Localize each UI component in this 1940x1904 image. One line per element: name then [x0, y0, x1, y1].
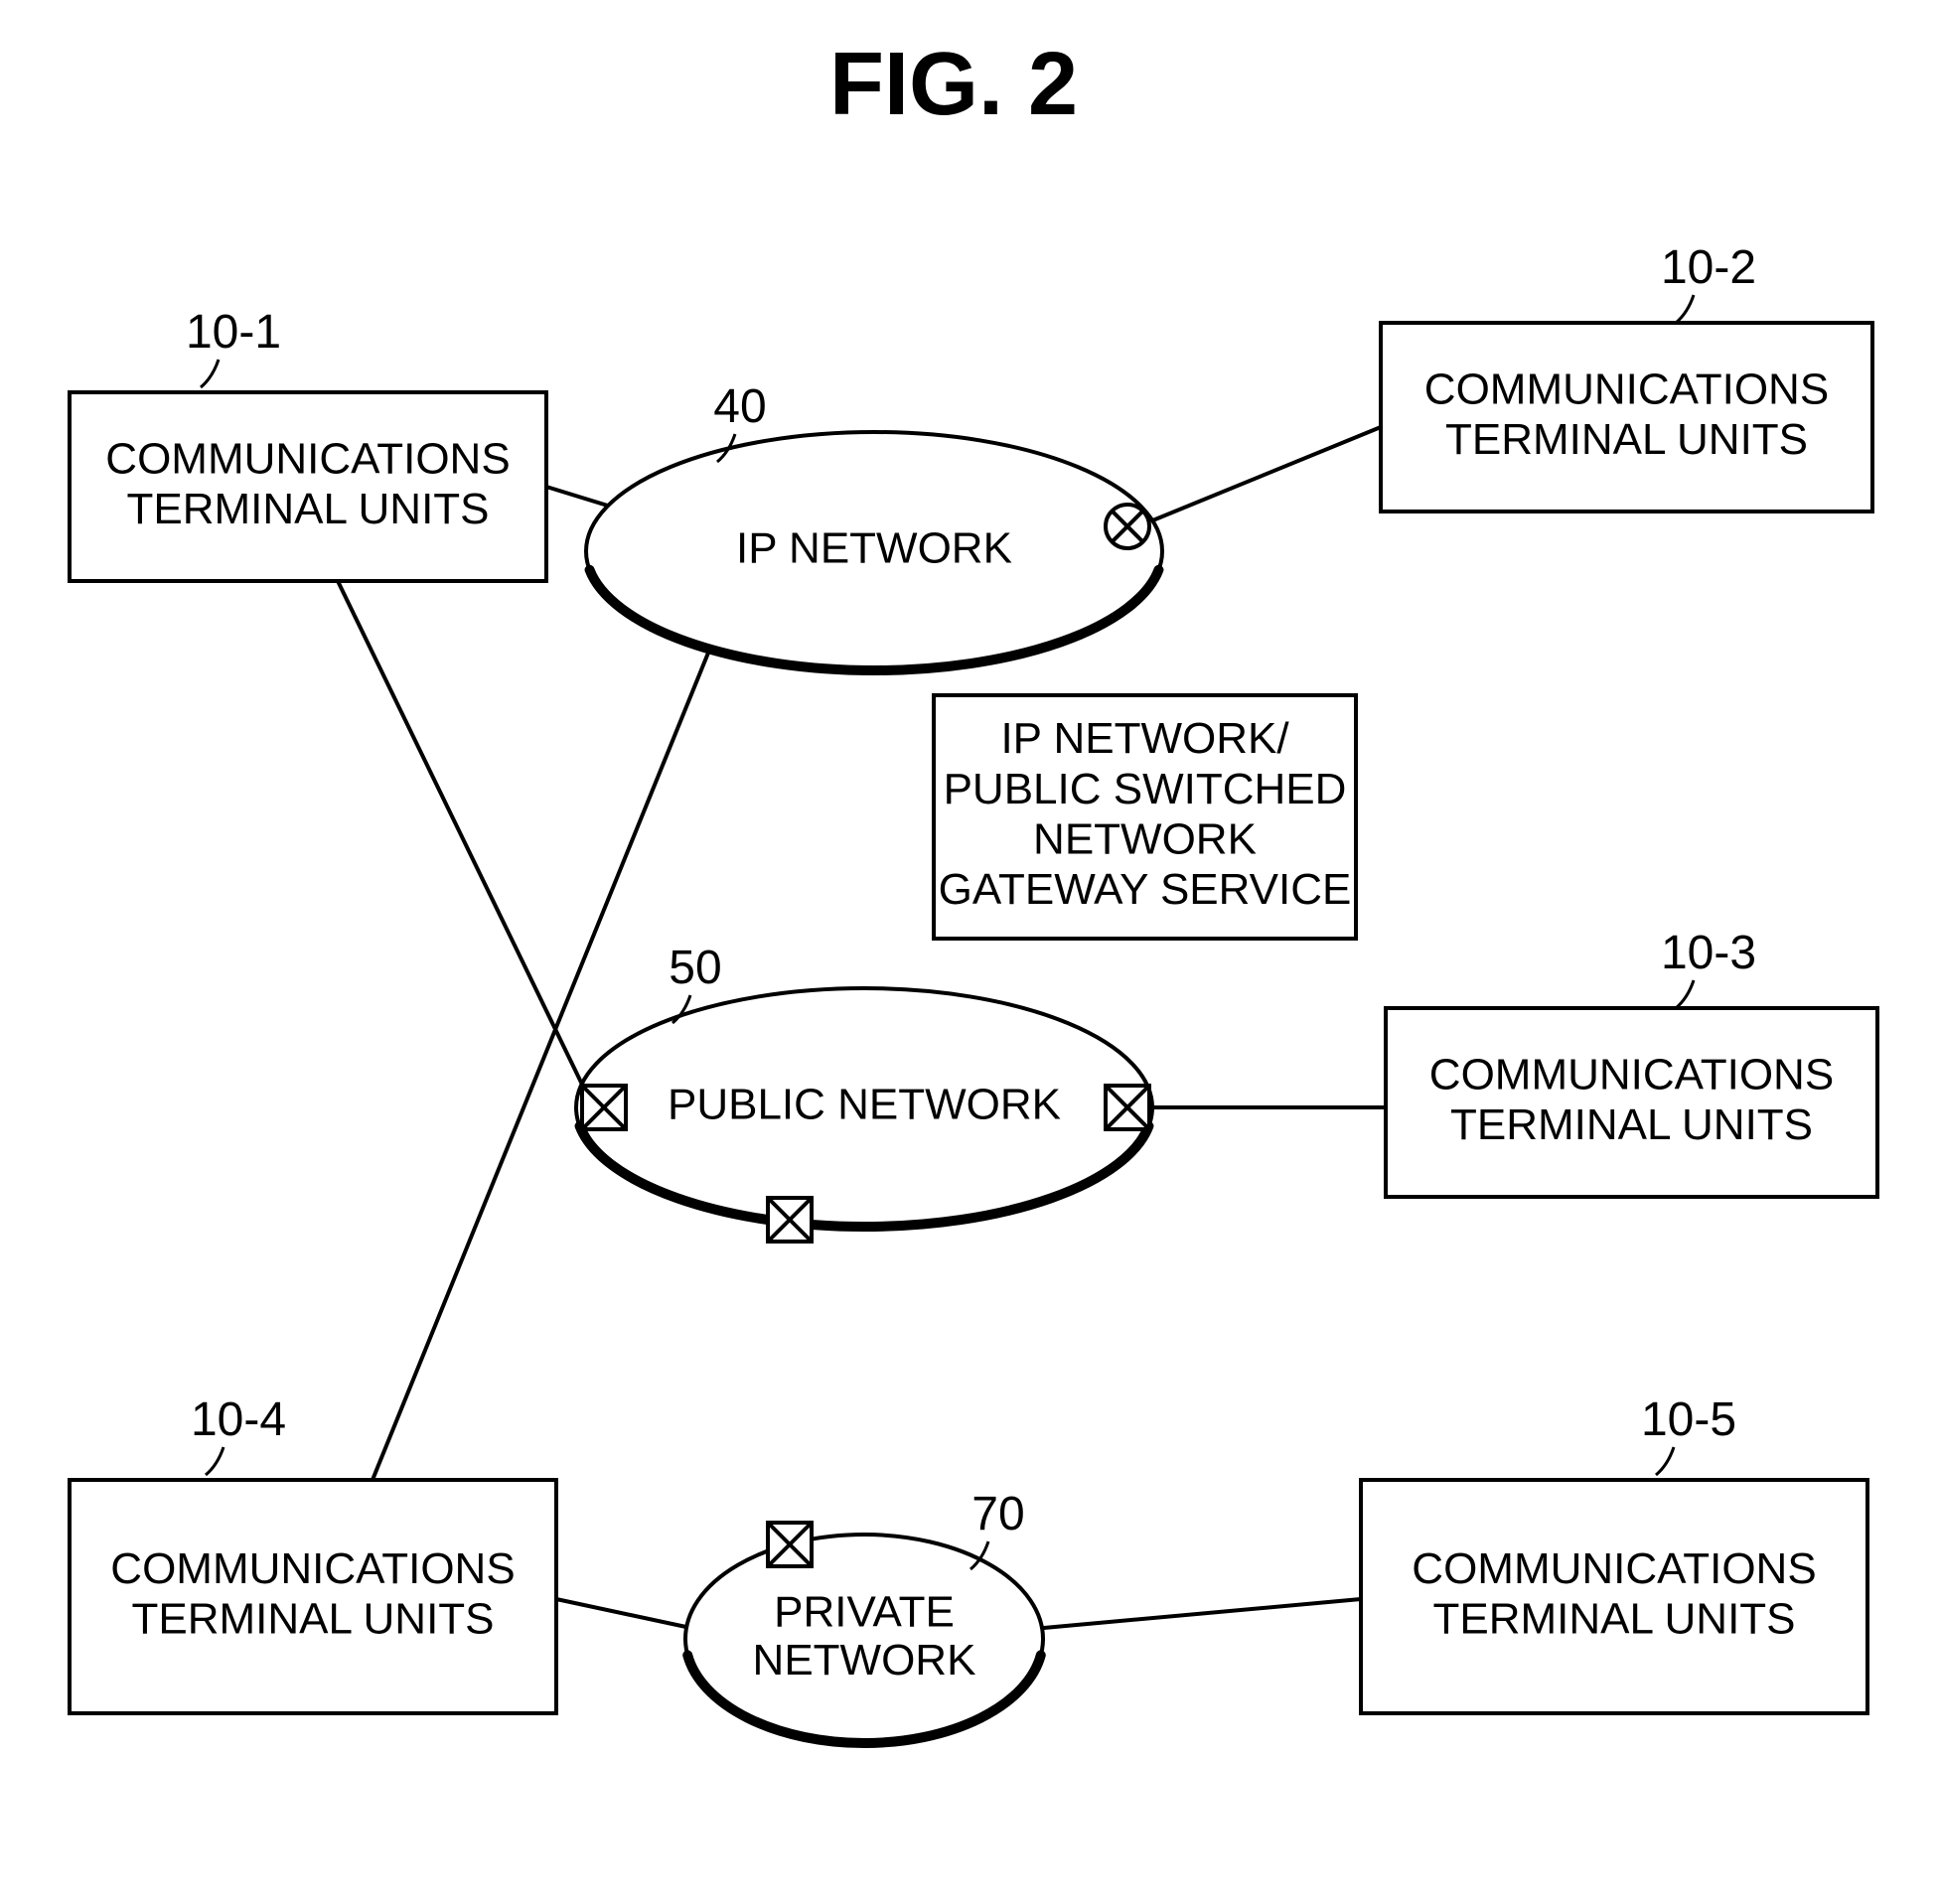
connection: [1033, 1599, 1361, 1629]
t10_3-ref-tick: [1676, 980, 1694, 1008]
t10_2-label: COMMUNICATIONS: [1424, 365, 1829, 413]
ip-network-label: IP NETWORK: [736, 524, 1012, 573]
t10_5-label: TERMINAL UNITS: [1432, 1594, 1795, 1643]
t10_3-ref-label: 10-3: [1661, 927, 1756, 979]
connection: [556, 1599, 695, 1629]
figure-title: FIG. 2: [829, 35, 1078, 134]
t10_4-ref-tick: [206, 1447, 224, 1475]
t10_4-label: TERMINAL UNITS: [131, 1594, 494, 1643]
private-network-label: PRIVATE: [774, 1587, 955, 1636]
t10_3-label: COMMUNICATIONS: [1429, 1050, 1834, 1098]
t10_5-label: COMMUNICATIONS: [1412, 1544, 1816, 1593]
connection: [338, 581, 586, 1093]
connection: [1150, 427, 1381, 521]
t10_2-ref-label: 10-2: [1661, 241, 1756, 294]
private-network-label: NETWORK: [753, 1636, 976, 1684]
t10_5-ref-tick: [1656, 1447, 1674, 1475]
t10_1-ref-label: 10-1: [186, 306, 281, 359]
gateway-label: IP NETWORK/: [1000, 714, 1289, 763]
gateway-label: NETWORK: [1033, 814, 1257, 863]
t10_1-ref-tick: [201, 360, 219, 387]
public-ref-label: 50: [669, 942, 721, 994]
t10_5-ref-label: 10-5: [1641, 1393, 1736, 1446]
ip-ref-label: 40: [713, 380, 766, 433]
public-network-label: PUBLIC NETWORK: [668, 1081, 1061, 1129]
t10_4-ref-label: 10-4: [191, 1393, 286, 1446]
gateway-label: GATEWAY SERVICE: [939, 865, 1352, 914]
t10_4-label: COMMUNICATIONS: [110, 1544, 515, 1593]
t10_2-ref-tick: [1676, 295, 1694, 323]
gateway-label: PUBLIC SWITCHED: [944, 765, 1347, 813]
t10_1-label: COMMUNICATIONS: [105, 434, 510, 483]
t10_2-label: TERMINAL UNITS: [1445, 415, 1808, 464]
t10_3-label: TERMINAL UNITS: [1450, 1100, 1813, 1149]
connection: [546, 487, 611, 507]
private-ref-label: 70: [971, 1488, 1024, 1540]
t10_1-label: TERMINAL UNITS: [126, 485, 489, 533]
